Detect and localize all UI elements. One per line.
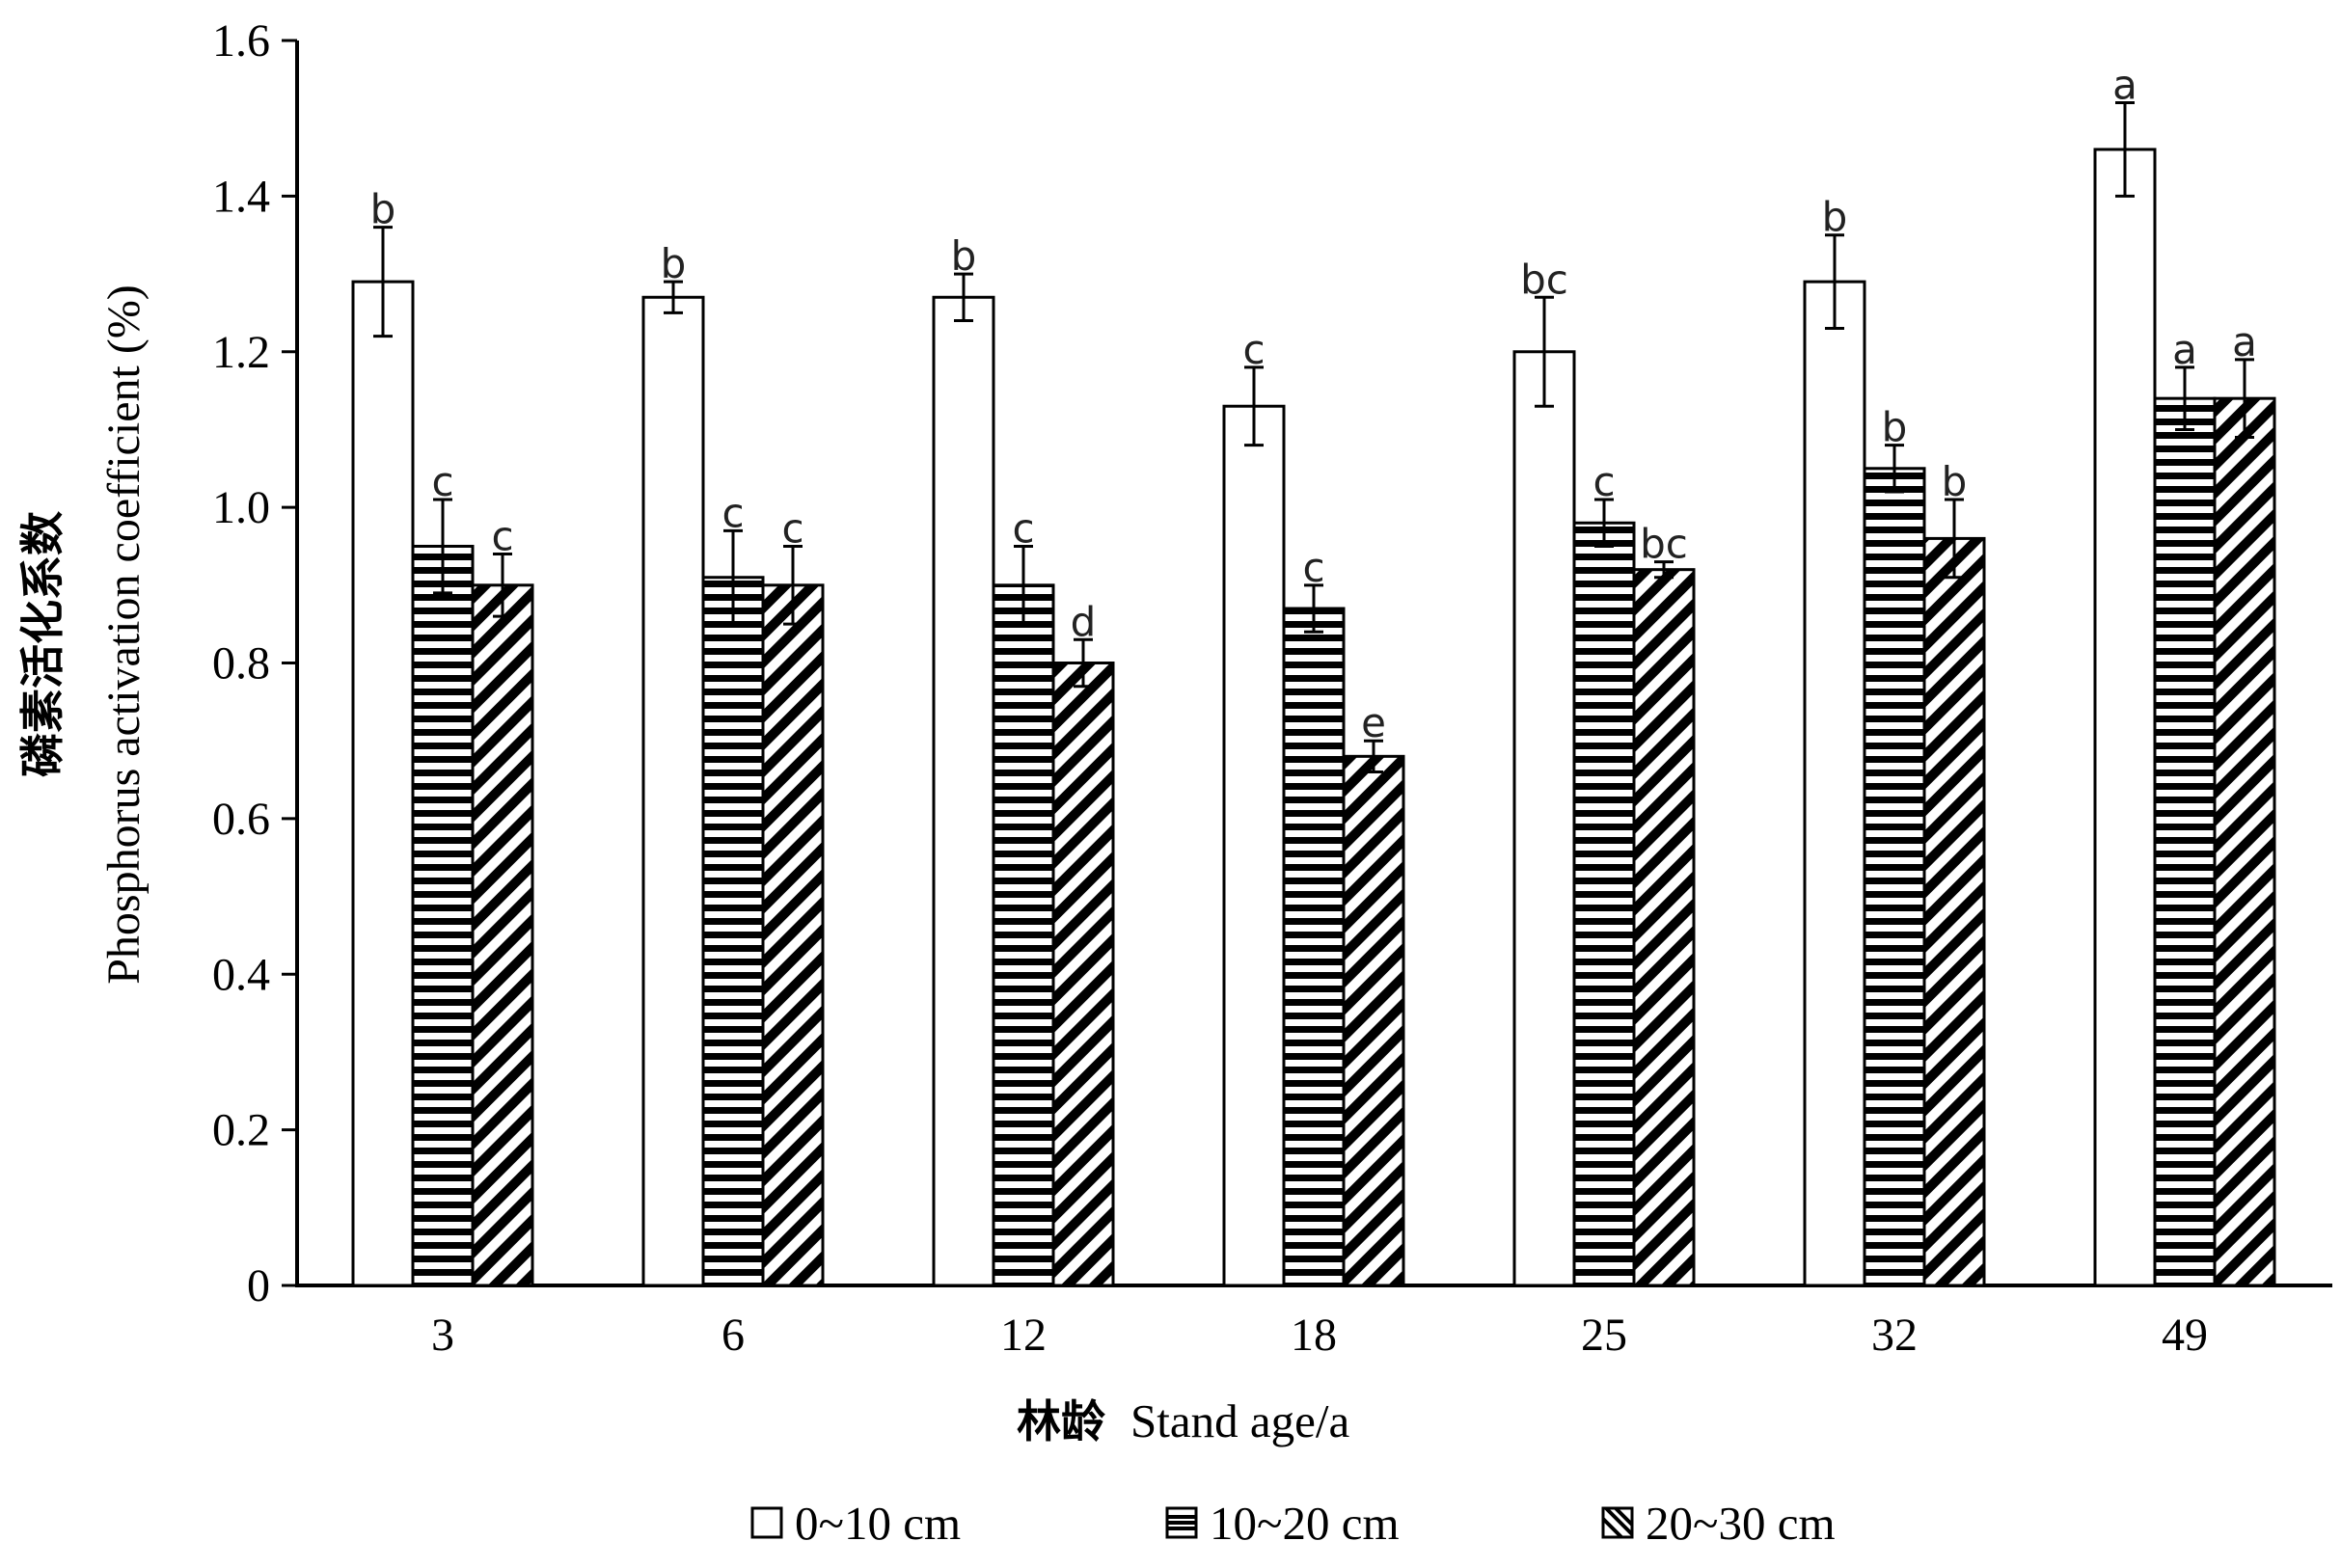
significance-letter-3-diagonal: c bbox=[491, 513, 513, 560]
bar-49-horizontal bbox=[2153, 396, 2217, 1287]
legend-label-10-20cm: 10~20 cm bbox=[1210, 1496, 1400, 1550]
bar-12-blank bbox=[932, 295, 995, 1287]
legend: 0~10 cm 10~20 cm 20~30 cm bbox=[0, 1489, 2341, 1556]
significance-letter-3-blank: b bbox=[370, 186, 396, 233]
bar-6-diagonal bbox=[761, 583, 825, 1287]
significance-letter-6-diagonal: c bbox=[781, 504, 803, 552]
bar-3-horizontal bbox=[411, 544, 475, 1287]
y-axis-title-en: Phosphorus activation coefficient (%) bbox=[98, 284, 150, 985]
y-tick-label: 0 bbox=[247, 1260, 270, 1311]
bar-49-diagonal bbox=[2213, 396, 2276, 1287]
bar-49-blank bbox=[2093, 148, 2157, 1287]
legend-item-10-20cm: 10~20 cm bbox=[1165, 1489, 1400, 1556]
significance-letter-12-horizontal: c bbox=[1012, 504, 1034, 552]
significance-letter-32-horizontal: b bbox=[1882, 404, 1908, 451]
y-tick-label: 1.6 bbox=[212, 15, 270, 67]
error-bars-group bbox=[373, 101, 2254, 773]
bar-18-horizontal bbox=[1282, 607, 1346, 1287]
y-tick-label: 0.4 bbox=[212, 949, 270, 1000]
x-tick-label: 49 bbox=[2162, 1310, 2208, 1361]
significance-letter-18-horizontal: c bbox=[1302, 544, 1324, 591]
legend-label-0-10cm: 0~10 cm bbox=[795, 1496, 962, 1550]
significance-letter-49-blank: a bbox=[2112, 62, 2137, 109]
x-tick-label: 25 bbox=[1581, 1310, 1627, 1361]
bar-25-horizontal bbox=[1572, 521, 1636, 1287]
significance-letter-49-horizontal: a bbox=[2172, 326, 2197, 373]
bar-25-diagonal bbox=[1632, 568, 1696, 1287]
legend-swatch-diagonal bbox=[1601, 1506, 1634, 1539]
significance-letter-12-blank: b bbox=[951, 232, 977, 280]
significance-letter-3-horizontal: c bbox=[431, 458, 453, 505]
bar-32-blank bbox=[1803, 280, 1866, 1287]
significance-letter-18-diagonal: e bbox=[1361, 699, 1386, 746]
bar-12-horizontal bbox=[992, 583, 1055, 1287]
x-tick-label: 18 bbox=[1291, 1310, 1337, 1361]
y-tick-label: 0.6 bbox=[212, 794, 270, 845]
x-axis-title-cn: 林龄 bbox=[1017, 1395, 1105, 1447]
bar-32-horizontal bbox=[1863, 467, 1926, 1287]
x-axis-title-en: Stand age/a bbox=[1130, 1394, 1349, 1447]
legend-swatch-horizontal bbox=[1165, 1506, 1198, 1539]
y-tick-label: 1.2 bbox=[212, 327, 270, 378]
significance-letter-49-diagonal: a bbox=[2232, 318, 2257, 365]
y-tick-label: 1.4 bbox=[212, 171, 270, 222]
x-tick-labels-group: 3 6 12 18 25 32 49 bbox=[431, 1310, 2208, 1361]
significance-letter-32-blank: b bbox=[1822, 194, 1848, 241]
x-tick-label: 3 bbox=[431, 1310, 454, 1361]
y-tick-label: 0.2 bbox=[212, 1105, 270, 1156]
bar-18-diagonal bbox=[1342, 754, 1405, 1287]
significance-letter-6-horizontal: c bbox=[721, 489, 744, 536]
legend-label-20-30cm: 20~30 cm bbox=[1646, 1496, 1836, 1550]
y-axis-title-cn: 磷素活化系数 bbox=[16, 511, 68, 777]
y-tick-group: 0 0.2 0.4 0.6 0.8 1.0 1.2 1.4 1.6 bbox=[212, 15, 297, 1311]
y-axis-title: 磷素活化系数 Phosphorus activation coefficient… bbox=[16, 284, 150, 985]
legend-item-0-10cm: 0~10 cm bbox=[750, 1489, 961, 1556]
legend-swatch-blank bbox=[750, 1506, 783, 1539]
significance-letter-6-blank: b bbox=[661, 240, 687, 287]
significance-letter-18-blank: c bbox=[1242, 326, 1265, 373]
significance-letter-25-blank: bc bbox=[1520, 256, 1568, 303]
y-tick-label: 0.8 bbox=[212, 638, 270, 689]
bar-25-blank bbox=[1512, 350, 1576, 1287]
significance-letter-25-horizontal: c bbox=[1592, 458, 1615, 505]
y-tick-label: 1.0 bbox=[212, 482, 270, 533]
bar-12-diagonal bbox=[1051, 662, 1115, 1287]
bar-3-blank bbox=[351, 280, 415, 1287]
x-tick-label: 12 bbox=[1000, 1310, 1047, 1361]
bar-3-diagonal bbox=[471, 583, 534, 1287]
x-axis-title: 林龄 Stand age/a bbox=[1017, 1394, 1349, 1447]
bar-18-blank bbox=[1222, 404, 1286, 1287]
x-tick-label: 6 bbox=[721, 1310, 745, 1361]
significance-letter-25-diagonal: bc bbox=[1640, 521, 1688, 568]
bar-32-diagonal bbox=[1922, 536, 1986, 1287]
bar-6-horizontal bbox=[701, 576, 765, 1287]
legend-item-20-30cm: 20~30 cm bbox=[1601, 1489, 1836, 1556]
significance-letter-32-diagonal: b bbox=[1942, 458, 1968, 505]
x-tick-label: 32 bbox=[1871, 1310, 1918, 1361]
bar-6-blank bbox=[641, 295, 705, 1287]
bars-group bbox=[351, 148, 2276, 1287]
significance-letter-12-diagonal: d bbox=[1071, 598, 1097, 645]
